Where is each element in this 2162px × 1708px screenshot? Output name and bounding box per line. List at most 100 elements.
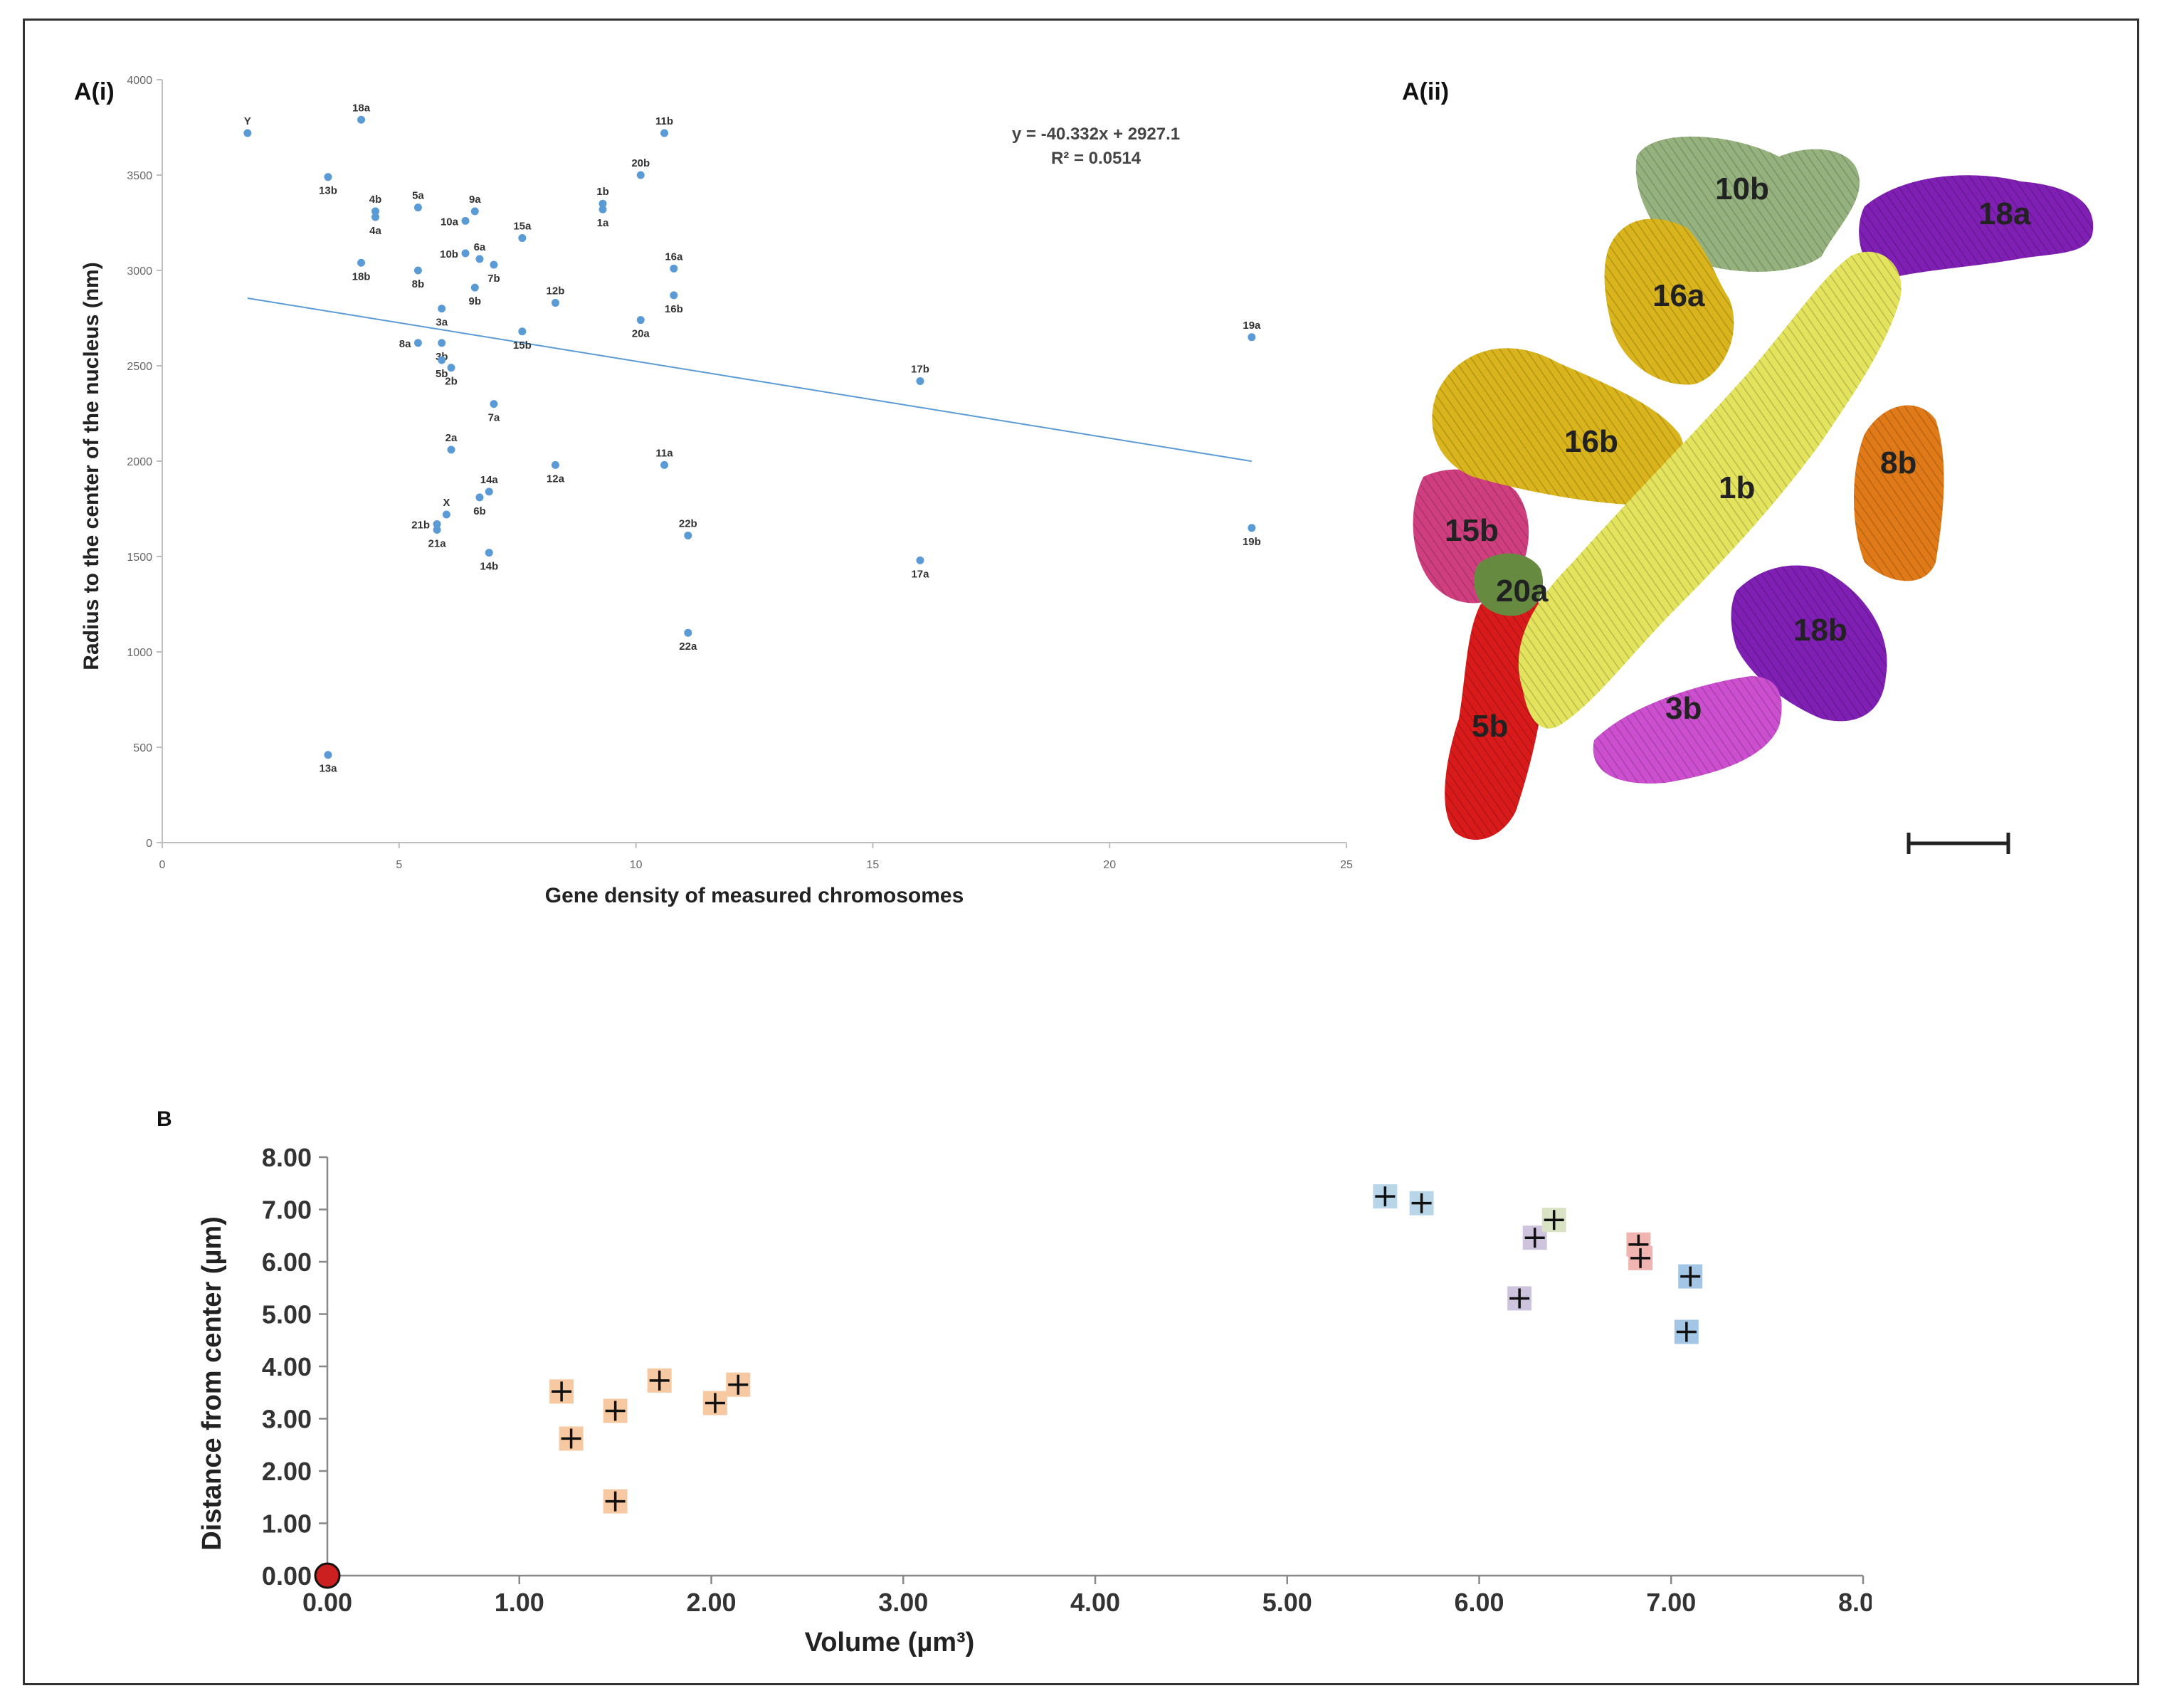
scatter-point xyxy=(1507,1286,1532,1311)
label-3b: 3b xyxy=(1665,691,1702,726)
scatter-point xyxy=(684,628,692,637)
y-tick-label: 2500 xyxy=(127,361,152,373)
point-label: 12a xyxy=(547,473,565,485)
point-label: 1a xyxy=(597,217,609,229)
scatter-point xyxy=(551,460,559,469)
point-label: 9b xyxy=(469,295,482,307)
x-tick-label: 5.00 xyxy=(1262,1588,1312,1617)
scatter-point xyxy=(1628,1245,1653,1270)
y-tick-label: 0 xyxy=(146,838,152,850)
scatter-point xyxy=(243,129,252,137)
label-8b: 8b xyxy=(1880,446,1916,480)
r-squared: R² = 0.0514 xyxy=(1051,149,1141,168)
scatter-point xyxy=(559,1426,584,1451)
scatter-point xyxy=(518,327,527,336)
point-label: Y xyxy=(244,115,251,127)
x-tick-label: 0.00 xyxy=(302,1588,352,1617)
y-tick-label: 3000 xyxy=(127,265,152,278)
chromosome-20a-shape xyxy=(1474,553,1544,616)
x-tick-label: 20 xyxy=(1103,859,1116,871)
label-15b: 15b xyxy=(1445,513,1499,548)
label-5b: 5b xyxy=(1472,709,1508,744)
point-label: 5a xyxy=(412,190,424,202)
chromosome-8b-shape xyxy=(1854,405,1944,581)
x-tick-label: 6.00 xyxy=(1454,1588,1504,1617)
scatter-point xyxy=(551,299,559,307)
scatter-point xyxy=(670,264,678,273)
scatter-point xyxy=(438,305,446,313)
scatter-point xyxy=(1678,1264,1703,1289)
y-axis-label-b: Distance from center (µm) xyxy=(197,1216,227,1551)
point-label: 2a xyxy=(445,432,458,444)
scatter-point xyxy=(438,339,446,347)
chromosome-3b-shape xyxy=(1593,676,1782,784)
y-tick-label: 1.00 xyxy=(262,1509,312,1539)
x-tick-label: 15 xyxy=(867,859,880,871)
x-tick-label: 1.00 xyxy=(495,1588,544,1617)
label-18a: 18a xyxy=(1978,196,2031,231)
scatter-point xyxy=(447,364,455,372)
scatter-point xyxy=(461,249,470,258)
scatter-point xyxy=(371,207,380,216)
y-tick-label: 1500 xyxy=(127,552,152,564)
panel-label-a-ii: A(ii) xyxy=(1402,78,1449,105)
scatter-point xyxy=(916,556,924,564)
scatter-point xyxy=(549,1379,574,1404)
x-tick-label: 10 xyxy=(630,859,643,871)
scatter-point xyxy=(433,520,441,528)
chromosome-3d-render: A(ii) xyxy=(1402,78,2094,854)
point-label: 17b xyxy=(911,363,929,375)
scatter-point xyxy=(357,115,366,124)
scale-bar xyxy=(1907,833,2010,854)
origin-marker xyxy=(314,1562,341,1589)
scatter-point xyxy=(413,339,422,347)
x-tick-label: 2.00 xyxy=(686,1588,736,1617)
scatter-point xyxy=(1248,524,1256,532)
point-label: 8b xyxy=(412,278,425,290)
chromosome-16a-shape xyxy=(1604,218,1734,385)
scatter-point xyxy=(475,255,484,263)
x-tick-label: 5 xyxy=(396,859,402,871)
point-label: 6b xyxy=(473,505,486,517)
point-label: 22b xyxy=(679,518,697,530)
x-tick-label: 3.00 xyxy=(878,1588,928,1617)
scatter-point xyxy=(1409,1191,1434,1216)
label-10b: 10b xyxy=(1715,172,1769,206)
scatter-point xyxy=(670,291,678,300)
chromosome-18a-shape xyxy=(1859,175,2094,278)
y-tick-label: 7.00 xyxy=(262,1196,312,1225)
point-label: 11b xyxy=(655,115,673,127)
panel-label-a-i: A(i) xyxy=(74,78,115,105)
x-tick-label: 4.00 xyxy=(1070,1588,1120,1617)
scatter-point xyxy=(598,199,607,208)
scatter-point xyxy=(413,204,422,212)
trend-equation: y = -40.332x + 2927.1 xyxy=(1012,125,1180,144)
point-label: 16a xyxy=(665,251,683,263)
y-tick-label: 2000 xyxy=(127,456,152,468)
scatter-point xyxy=(438,356,446,364)
point-label: 11a xyxy=(655,447,673,459)
point-label: 3a xyxy=(436,317,448,329)
scatter-point xyxy=(324,751,332,759)
scatter-point xyxy=(413,266,422,275)
panel-label-b: B xyxy=(157,1107,172,1131)
scatter-point xyxy=(1248,333,1256,342)
scatter-point xyxy=(490,260,498,269)
x-tick-label: 8.00 xyxy=(1838,1588,1872,1617)
scatter-point xyxy=(447,446,455,454)
scatter-point xyxy=(1373,1184,1398,1209)
scatter-point xyxy=(518,233,527,242)
label-20a: 20a xyxy=(1496,574,1549,608)
scatter-point xyxy=(442,510,450,519)
y-tick-label: 3.00 xyxy=(262,1405,312,1434)
point-label: 12b xyxy=(547,285,565,297)
point-label: 19a xyxy=(1243,320,1261,332)
point-label: 4a xyxy=(369,225,381,237)
chromosome-1b-shape xyxy=(1518,251,1902,729)
point-label: 4b xyxy=(369,194,382,206)
scatter-point xyxy=(916,376,924,385)
y-tick-label: 2.00 xyxy=(262,1457,312,1486)
scatter-point xyxy=(603,1398,628,1423)
trendline xyxy=(247,297,1253,463)
